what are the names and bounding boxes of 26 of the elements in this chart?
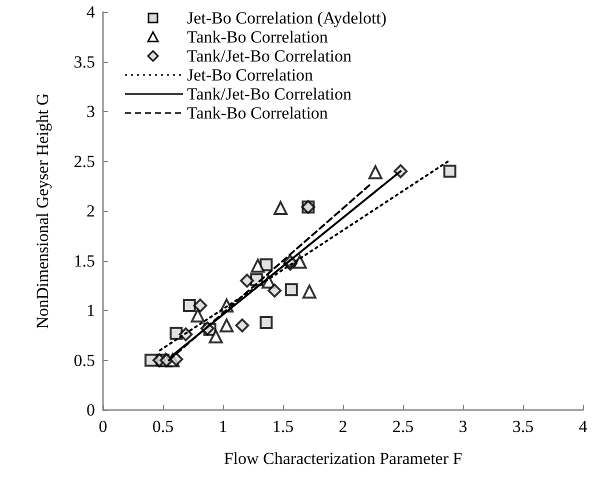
x-tick-label: 0.5 [152,417,174,436]
y-tick-label: 0.5 [74,350,95,370]
y-axis-title: NonDimensional Geyser Height G [33,93,52,329]
y-tick-label: 2 [86,202,95,220]
x-tick-label: 1.5 [272,417,294,436]
y-tick-label: 1.5 [74,251,95,270]
x-tick-label: 3 [458,417,468,436]
legend-label: Tank-Bo Correlation [187,28,328,46]
legend-label: Tank-Bo Correlation [187,104,328,122]
legend-label: Tank/Jet-Bo Correlation [187,84,352,104]
x-tick-label: 1 [218,417,228,436]
x-tick-label: 2 [338,417,348,436]
x-tick-label: 2.5 [392,417,414,436]
legend-label: Jet-Bo Correlation [187,66,314,84]
x-axis-title: Flow Characterization Parameter F [224,449,462,468]
y-tick-label: 3 [86,102,95,121]
x-tick-label: 4 [578,417,588,436]
y-tick-label: 2.5 [74,152,95,171]
x-tick-label: 3.5 [512,417,534,436]
y-tick-label: 0 [86,400,95,420]
legend-label: Jet-Bo Correlation (Aydelott) [187,8,387,28]
y-tick-label: 4 [86,2,96,22]
legend-label: Tank/Jet-Bo Correlation [187,46,352,66]
x-tick-label: 0 [98,417,108,436]
y-tick-label: 3.5 [74,52,95,72]
y-tick-label: 1 [86,301,95,320]
